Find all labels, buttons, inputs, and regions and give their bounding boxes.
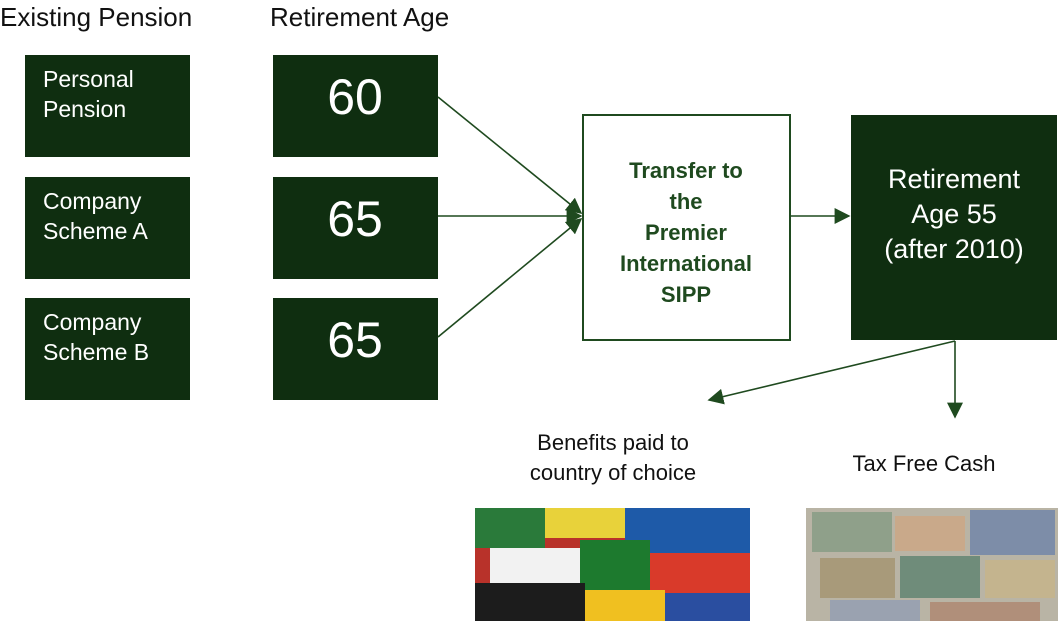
scheme-name: Scheme B bbox=[43, 339, 149, 365]
transfer-text: Premier bbox=[645, 220, 727, 245]
diagram: Existing Pension Retirement Age Personal… bbox=[0, 0, 1061, 621]
transfer-text: Transfer to bbox=[629, 158, 743, 183]
arrow bbox=[438, 219, 581, 337]
arrow bbox=[709, 341, 955, 400]
header: Retirement Age bbox=[270, 2, 449, 32]
transfer-text: SIPP bbox=[661, 282, 711, 307]
transfer-text: International bbox=[620, 251, 752, 276]
retirement-text: Age 55 bbox=[911, 199, 997, 229]
age-value: 65 bbox=[327, 191, 383, 247]
cash-label: Tax Free Cash bbox=[852, 451, 995, 476]
retirement-text: Retirement bbox=[888, 164, 1021, 194]
retirement-text: (after 2010) bbox=[884, 234, 1024, 264]
transfer-text: the bbox=[670, 189, 703, 214]
age-value: 65 bbox=[327, 312, 383, 368]
age-value: 60 bbox=[327, 69, 383, 125]
scheme-name: Scheme A bbox=[43, 218, 148, 244]
benefits-label: Benefits paid to bbox=[537, 430, 689, 455]
scheme-name: Pension bbox=[43, 96, 126, 122]
scheme-name: Company bbox=[43, 309, 142, 335]
benefits-label: country of choice bbox=[530, 460, 696, 485]
scheme-name: Company bbox=[43, 188, 142, 214]
scheme-name: Personal bbox=[43, 66, 134, 92]
arrow bbox=[438, 97, 581, 213]
header: Existing Pension bbox=[0, 2, 192, 32]
flags-image bbox=[475, 508, 750, 621]
cash-image bbox=[806, 508, 1058, 621]
